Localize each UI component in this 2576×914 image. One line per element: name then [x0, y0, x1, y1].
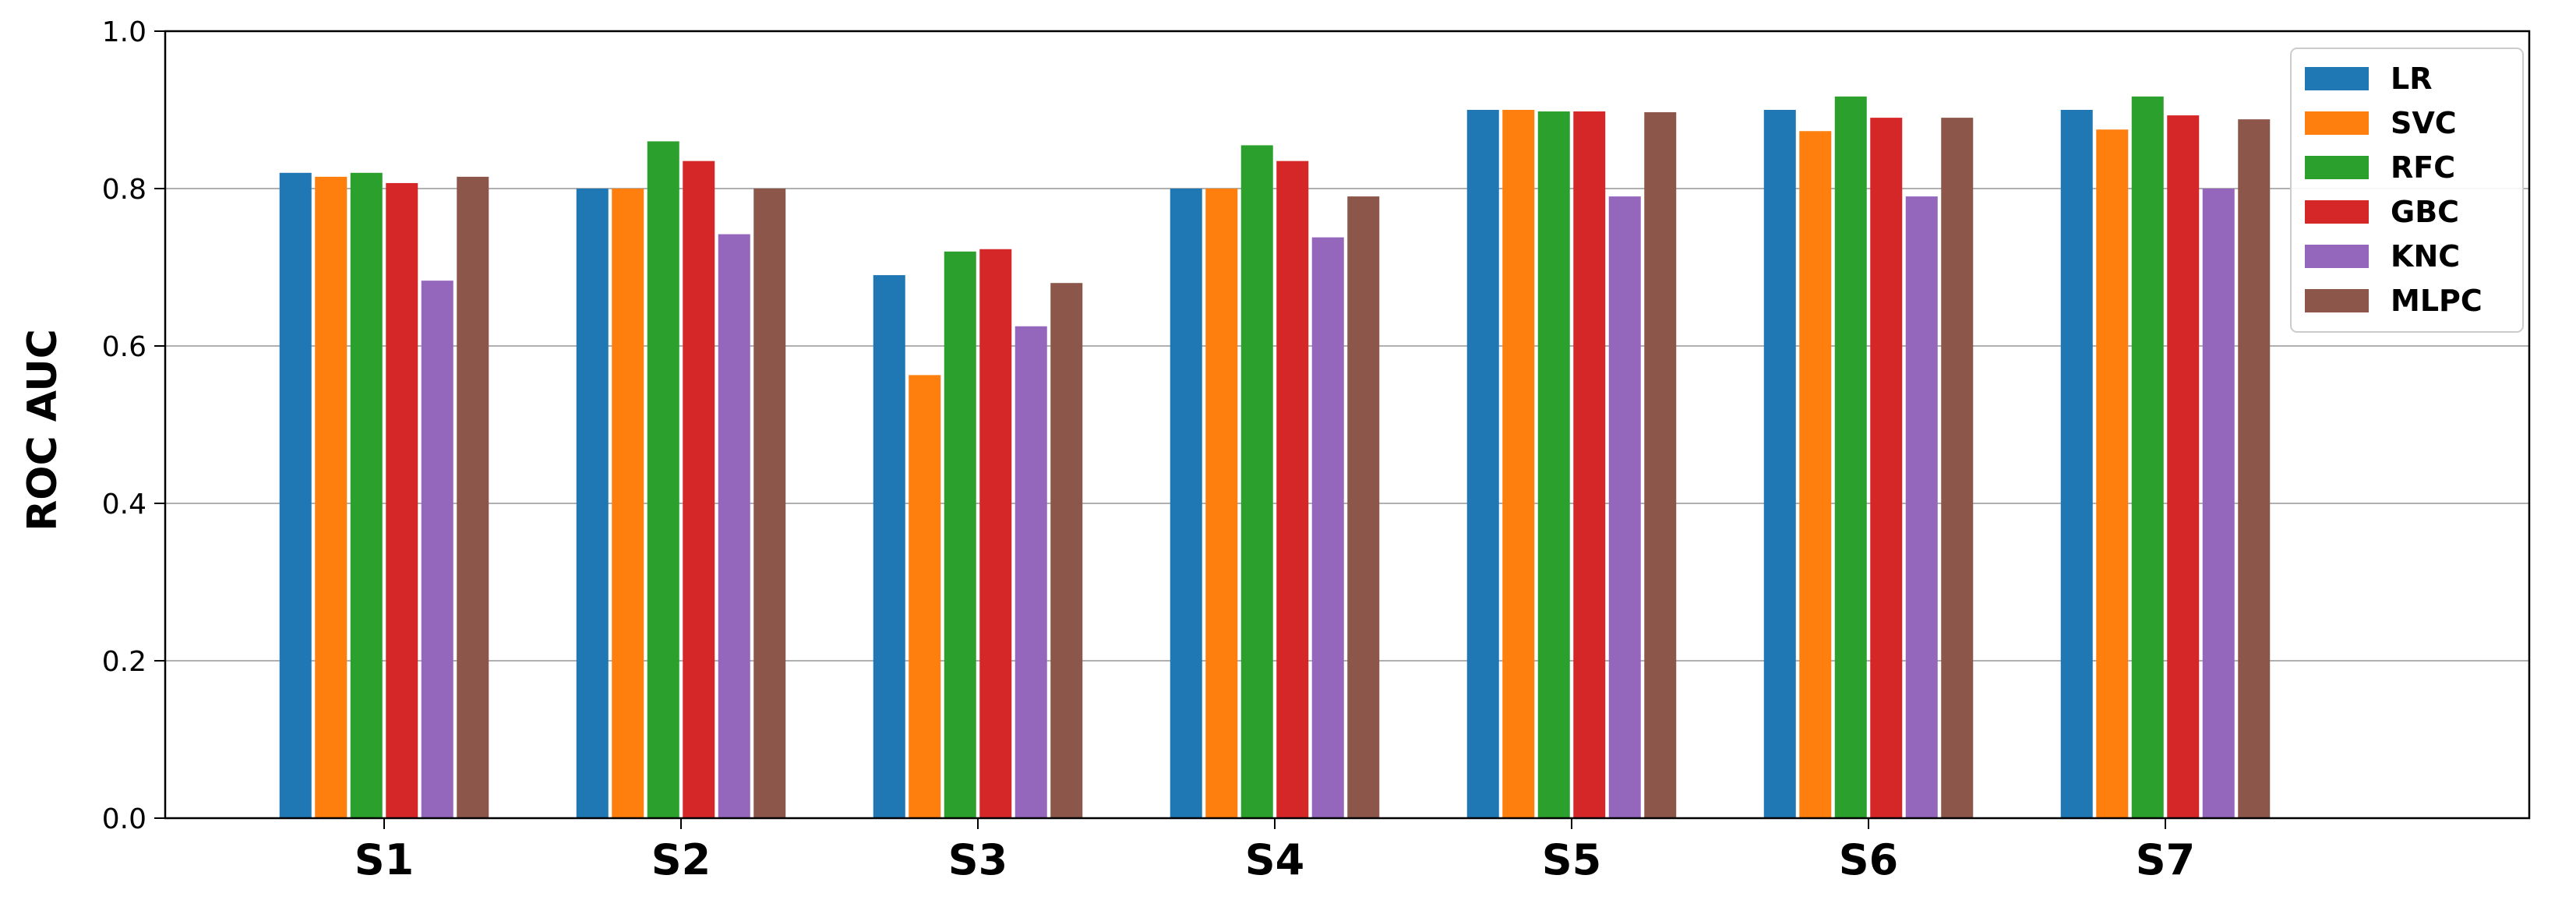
bar-lr-s7 — [2060, 110, 2093, 818]
bar-mlpc-s1 — [457, 176, 489, 819]
bar-rfc-s5 — [1537, 111, 1570, 818]
legend-swatch-gbc — [2305, 200, 2369, 224]
bar-mlpc-s5 — [1644, 112, 1677, 818]
bar-lr-s3 — [873, 275, 905, 819]
legend-label-lr: LR — [2391, 62, 2432, 96]
x-tick-label: S6 — [1839, 835, 1898, 884]
bar-lr-s6 — [1763, 110, 1796, 818]
bar-svc-s5 — [1502, 110, 1535, 818]
bar-lr-s5 — [1466, 110, 1499, 818]
bar-gbc-s2 — [683, 161, 715, 818]
bar-knc-s3 — [1015, 326, 1047, 818]
bar-rfc-s1 — [350, 172, 383, 819]
x-tick-label: S7 — [2136, 835, 2195, 884]
bar-gbc-s7 — [2167, 115, 2200, 818]
bar-knc-s4 — [1311, 237, 1344, 818]
legend-swatch-mlpc — [2305, 289, 2369, 312]
bar-knc-s7 — [2202, 189, 2235, 818]
bar-svc-s4 — [1205, 189, 1238, 818]
bar-knc-s5 — [1608, 196, 1641, 819]
y-tick-label: 1.0 — [102, 16, 146, 48]
bar-svc-s1 — [315, 176, 348, 819]
bar-mlpc-s6 — [1941, 118, 1974, 819]
y-tick-label: 0.8 — [102, 174, 146, 206]
bar-mlpc-s3 — [1050, 283, 1083, 818]
legend-label-mlpc: MLPC — [2391, 284, 2482, 318]
bar-layer — [279, 96, 2271, 819]
bar-mlpc-s2 — [753, 189, 786, 818]
axes-layer: 0.0 0.2 0.4 0.6 0.8 1.0 S1 S2 S3 S4 S5 S6 S7 — [102, 16, 2531, 884]
bar-rfc-s7 — [2131, 96, 2164, 818]
bar-knc-s1 — [421, 281, 453, 818]
bar-rfc-s4 — [1240, 145, 1273, 818]
bar-rfc-s3 — [944, 251, 976, 818]
bar-mlpc-s7 — [2238, 119, 2271, 818]
legend-label-gbc: GBC — [2391, 195, 2459, 229]
x-tick-label: S2 — [651, 835, 711, 884]
x-tick-label: S4 — [1245, 835, 1304, 884]
x-tick-label: S3 — [948, 835, 1007, 884]
legend-label-knc: KNC — [2391, 239, 2460, 273]
bar-gbc-s6 — [1870, 118, 1903, 819]
y-tick-label: 0.4 — [102, 489, 146, 521]
bar-rfc-s6 — [1834, 96, 1867, 818]
legend: LR SVC RFC GBC KNC MLPC — [2290, 48, 2524, 333]
bar-lr-s1 — [279, 172, 312, 819]
y-tick-label: 0.2 — [102, 646, 146, 678]
legend-swatch-rfc — [2305, 156, 2369, 179]
bar-gbc-s4 — [1276, 161, 1309, 818]
bar-svc-s7 — [2096, 129, 2129, 818]
bar-svc-s3 — [909, 375, 941, 818]
x-tick-label: S1 — [355, 835, 414, 884]
legend-label-svc: SVC — [2391, 106, 2457, 140]
y-axis-label: ROC AUC — [19, 329, 66, 531]
legend-label-rfc: RFC — [2391, 150, 2455, 185]
legend-swatch-lr — [2305, 67, 2369, 90]
bar-mlpc-s4 — [1347, 196, 1380, 819]
legend-swatch-svc — [2305, 111, 2369, 135]
plot-frame — [164, 30, 2531, 820]
bar-svc-s2 — [612, 189, 644, 818]
legend-swatch-knc — [2305, 245, 2369, 268]
bar-lr-s2 — [576, 189, 609, 818]
bar-gbc-s5 — [1573, 111, 1606, 818]
bar-knc-s6 — [1905, 196, 1938, 819]
y-tick-label: 0.0 — [102, 803, 146, 835]
bar-svc-s6 — [1799, 131, 1832, 818]
bar-lr-s4 — [1170, 189, 1202, 818]
bar-rfc-s2 — [647, 141, 679, 818]
bar-knc-s2 — [718, 234, 750, 819]
x-tick-label: S5 — [1542, 835, 1601, 884]
bar-gbc-s1 — [386, 182, 418, 818]
y-tick-label: 0.6 — [102, 331, 146, 363]
bar-gbc-s3 — [979, 249, 1012, 818]
